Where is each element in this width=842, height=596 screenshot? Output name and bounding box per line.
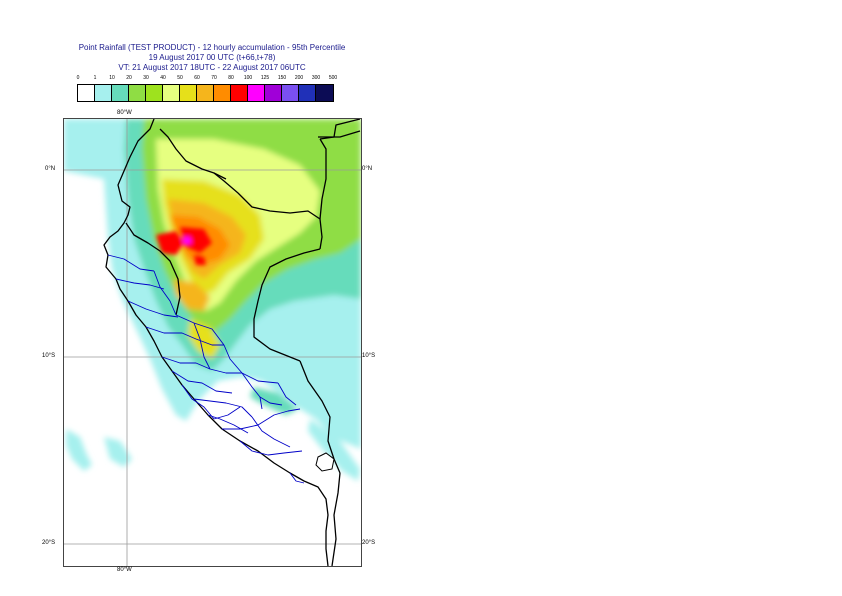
legend-label: 80 <box>228 75 234 81</box>
lon-label-top: 80°W <box>117 110 132 116</box>
legend-label: 500 <box>328 75 338 81</box>
ecuador-peru-border <box>125 222 181 316</box>
legend-label: 50 <box>177 75 183 81</box>
lat-label-right-20s: 20°S <box>362 540 376 546</box>
legend-label: 20 <box>126 75 132 81</box>
legend-labels: 0 1 10 20 30 40 50 60 70 80 100 125 150 200 300 500 <box>77 75 347 83</box>
colombia-north-border <box>319 119 361 140</box>
legend-label: 40 <box>160 75 166 81</box>
lon-label-bottom: 80°W <box>117 567 132 573</box>
legend-label: 1 <box>93 75 97 81</box>
legend-color-boxes <box>77 84 334 102</box>
regional-borders <box>107 254 305 484</box>
rain-100mm-peak <box>182 237 192 245</box>
legend-label: 30 <box>143 75 149 81</box>
legend-color-box <box>299 85 316 101</box>
lat-label-right-10s: 10°S <box>362 353 376 359</box>
title-line-3: VT: 21 August 2017 18UTC - 22 August 201… <box>118 63 306 72</box>
legend-label: 150 <box>277 75 287 81</box>
legend-label: 0 <box>76 75 80 81</box>
lake-titicaca <box>315 452 335 472</box>
lat-label-left-10s: 10°S <box>42 353 56 359</box>
title-line-1: Point Rainfall (TEST PRODUCT) - 12 hourl… <box>78 43 346 52</box>
pacific-coastline <box>103 119 329 566</box>
map-canvas <box>64 119 361 566</box>
colombia-venezuela-border <box>318 130 361 138</box>
rain-1mm-patch-offshore-2 <box>104 437 132 467</box>
colombia-brazil-border <box>319 138 327 220</box>
lat-label-left-20s: 20°S <box>42 540 56 546</box>
rain-60mm-south-cell <box>174 279 210 311</box>
legend-color-box <box>129 85 146 101</box>
chart-title-block: Point Rainfall (TEST PRODUCT) - 12 hourl… <box>62 43 362 73</box>
legend-label: 200 <box>294 75 304 81</box>
legend-color-box <box>248 85 265 101</box>
rain-80mm-peak <box>156 231 184 255</box>
peru-brazil-border <box>253 248 321 362</box>
legend-label: 60 <box>194 75 200 81</box>
rain-80mm-peak-3 <box>194 255 206 265</box>
country-borders <box>125 119 361 566</box>
legend-color-box <box>78 85 95 101</box>
legend-color-box <box>231 85 248 101</box>
lat-label-right-0: 0°N <box>362 166 373 172</box>
graticule <box>64 119 361 566</box>
legend-color-box <box>180 85 197 101</box>
title-line-2: 19 August 2017 00 UTC (t+66,t+78) <box>148 53 276 62</box>
legend-label: 100 <box>243 75 253 81</box>
legend-color-box <box>163 85 180 101</box>
legend-label: 70 <box>211 75 217 81</box>
rainfall-peaks <box>156 227 212 265</box>
legend-color-box <box>214 85 231 101</box>
legend-label: 300 <box>311 75 321 81</box>
colombia-peru-border <box>213 172 323 250</box>
legend-color-box <box>197 85 214 101</box>
bolivia-chile-border <box>331 472 341 566</box>
rain-10mm-patch-southeast <box>250 387 298 415</box>
rainfall-map <box>63 118 362 567</box>
legend-color-box <box>146 85 163 101</box>
legend-label: 125 <box>260 75 270 81</box>
color-legend: 0 1 10 20 30 40 50 60 70 80 100 125 150 200 300 500 <box>77 75 347 105</box>
legend-color-box <box>316 85 333 101</box>
legend-color-box <box>282 85 299 101</box>
legend-color-box <box>112 85 129 101</box>
rain-1mm-patch-offshore <box>66 429 92 471</box>
legend-label: 10 <box>109 75 115 81</box>
legend-color-box <box>95 85 112 101</box>
lat-label-left-0: 0°N <box>45 166 56 172</box>
rain-80mm-peak-2 <box>180 227 212 253</box>
rainfall-field <box>64 119 361 481</box>
legend-color-box <box>265 85 282 101</box>
rain-1mm-patch-southeast <box>308 419 360 481</box>
